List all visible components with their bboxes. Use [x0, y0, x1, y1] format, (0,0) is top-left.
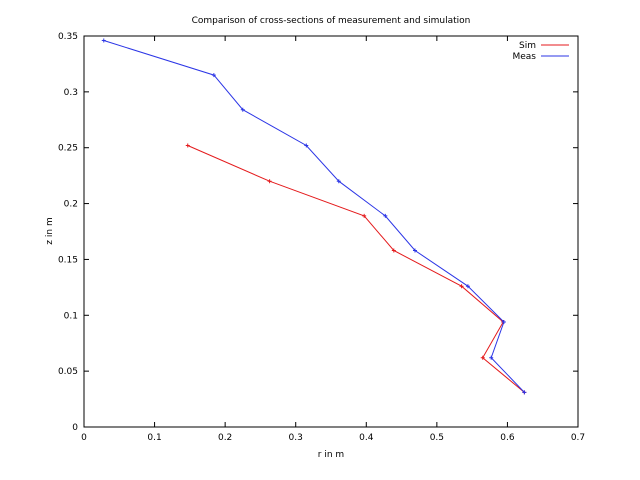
- legend-label-meas: Meas: [512, 52, 536, 62]
- data-point-meas: [101, 38, 106, 43]
- y-tick-label: 0.25: [58, 144, 78, 154]
- series-line-sim: [187, 145, 525, 393]
- data-point-sim: [391, 248, 396, 253]
- data-point-meas: [304, 143, 309, 148]
- y-tick-label: 0.35: [58, 32, 78, 42]
- data-point-meas: [211, 73, 216, 78]
- data-point-sim: [185, 143, 190, 148]
- chart-title: Comparison of cross-sections of measurem…: [192, 16, 471, 26]
- y-tick-label: 0: [72, 423, 78, 433]
- legend-label-sim: Sim: [519, 41, 536, 51]
- data-point-meas: [501, 319, 506, 324]
- data-point-meas: [522, 390, 527, 395]
- data-point-sim: [480, 355, 485, 360]
- data-point-sim: [459, 284, 464, 289]
- data-point-meas: [489, 355, 494, 360]
- y-tick-label: 0.15: [58, 255, 78, 265]
- data-point-meas: [383, 213, 388, 218]
- x-tick-label: 0.1: [147, 433, 161, 443]
- x-tick-label: 0.6: [500, 433, 515, 443]
- data-point-meas: [465, 284, 470, 289]
- x-axis-ticks: 0 0.1 0.2 0.3 0.4 0.5 0.6 0.7: [81, 36, 585, 443]
- data-point-meas: [336, 179, 341, 184]
- plot-frame: [83, 35, 579, 428]
- x-tick-label: 0.5: [430, 433, 444, 443]
- data-point-sim: [267, 179, 272, 184]
- x-tick-label: 0.7: [571, 433, 585, 443]
- x-tick-label: 0.4: [359, 433, 374, 443]
- x-tick-label: 0: [81, 433, 87, 443]
- data-point-meas: [412, 248, 417, 253]
- data-point-meas: [240, 107, 245, 112]
- y-tick-label: 0.2: [64, 200, 78, 210]
- y-tick-label: 0.1: [64, 311, 78, 321]
- y-axis-ticks: 0 0.05 0.1 0.15 0.2 0.25 0.3 0.35: [58, 32, 578, 433]
- y-tick-label: 0.05: [58, 367, 78, 377]
- data-point-sim: [362, 213, 367, 218]
- y-tick-label: 0.3: [64, 88, 78, 98]
- y-axis-label: z in m: [45, 217, 55, 244]
- series-layer: [101, 38, 527, 395]
- x-axis-label: r in m: [318, 450, 344, 460]
- x-tick-label: 0.2: [218, 433, 232, 443]
- x-tick-label: 0.3: [289, 433, 303, 443]
